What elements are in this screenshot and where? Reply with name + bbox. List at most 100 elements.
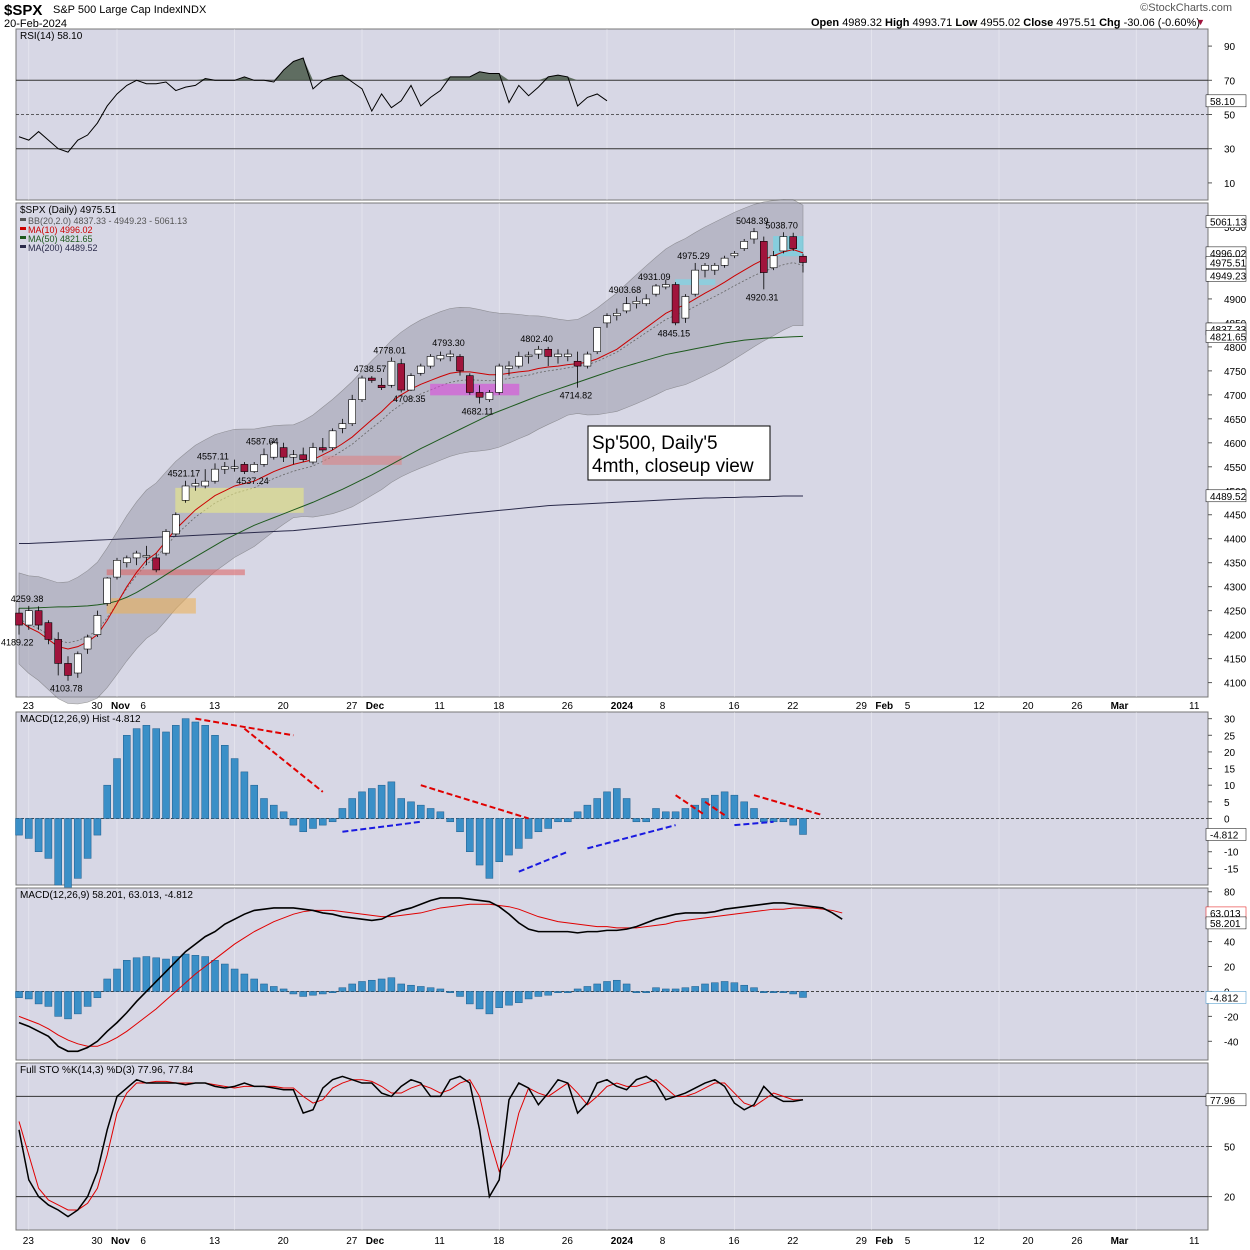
legend-swatch	[20, 218, 26, 221]
macd-hist-bar-small	[368, 979, 376, 992]
x-axis-label: Mar	[1111, 701, 1129, 712]
x-axis-label-bottom: 29	[856, 1236, 868, 1247]
candle-body	[367, 377, 376, 381]
macd-hist-bar-small	[221, 963, 229, 992]
annotation-line-2: 4mth, closeup view	[592, 456, 754, 477]
macd-hist-bar-small	[750, 987, 758, 992]
candle-body	[652, 285, 660, 295]
macd-hist-bar-small	[711, 982, 719, 992]
macd-hist-bar-small	[779, 991, 788, 993]
macd-hist-value-box	[1205, 991, 1247, 1004]
candle-body	[710, 265, 719, 271]
candle-body	[279, 447, 288, 458]
macd-hist-bar-small	[132, 957, 141, 992]
macd-hist-bar-small	[740, 984, 748, 992]
macd-hist-bar-small	[250, 978, 258, 992]
price-point-label: 4931.09	[638, 272, 671, 282]
macd-hist-axis-tick-label: 5	[1224, 798, 1230, 809]
macd-line	[18, 897, 843, 1053]
macd-hist-bar-small	[485, 991, 494, 1015]
candle-body	[358, 377, 366, 400]
macd-hist-bar-small	[544, 991, 552, 996]
candle-body	[554, 353, 562, 357]
macd-hist-bar	[750, 808, 758, 819]
macd-hist-bar-small	[681, 987, 690, 992]
candle-body	[514, 356, 523, 367]
candle-body	[377, 384, 386, 388]
annotation-line-1: Sp'500, Daily'5	[592, 433, 718, 454]
macd-hist-bar	[338, 808, 347, 819]
candle-body	[74, 653, 82, 674]
highlight-box	[106, 569, 245, 576]
price-axis-tick-label: 4650	[1224, 415, 1247, 426]
price-point-label: 4845.15	[658, 328, 691, 338]
macd-hist-bar	[407, 801, 415, 819]
legend-entry: MA(10) 4996.02	[28, 225, 93, 235]
stochastic-k-line	[18, 1075, 804, 1218]
macd-hist-bar-small	[515, 991, 523, 1003]
x-axis-label-bottom: Nov	[111, 1236, 130, 1247]
macd-hist-bar	[485, 818, 494, 879]
candle-body	[348, 399, 357, 424]
macd-hist-bar-small	[142, 956, 151, 992]
rsi-axis-tick-label: 50	[1224, 111, 1236, 122]
divergence-line-red	[195, 717, 294, 737]
macd-hist-bar	[554, 818, 562, 823]
macd-hist-bar	[54, 818, 62, 886]
candle-body	[789, 236, 798, 249]
x-axis-label-bottom: 27	[346, 1236, 358, 1247]
x-axis-label: 2024	[611, 701, 634, 712]
candle-body	[54, 639, 63, 664]
rsi-last-value-box	[1205, 94, 1247, 108]
macd-hist-bar	[652, 808, 660, 819]
price-axis-tick-label: 4300	[1224, 583, 1247, 594]
macd-hist-bar	[358, 791, 366, 819]
index-name: S&P 500 Large Cap Index	[53, 4, 181, 16]
macd-hist-axis-tick-label: 10	[1224, 781, 1236, 792]
macd-hist-bar	[632, 818, 641, 823]
macd-hist-bar	[573, 811, 582, 819]
macd-hist-bar	[760, 818, 768, 823]
macd-hist-bar-small	[309, 991, 317, 996]
macd-hist-axis-tick-label: 15	[1224, 765, 1236, 776]
divergence-line-blue	[734, 820, 774, 827]
x-axis-label-bottom: 2024	[611, 1236, 634, 1247]
macd-hist-bar	[475, 818, 484, 866]
macd-hist-bar-small	[93, 991, 102, 998]
macd-signal-value: 63.013	[1210, 909, 1241, 920]
macd-hist-bar	[593, 798, 601, 819]
x-axis-label: 30	[91, 701, 103, 712]
candle-body	[191, 483, 200, 487]
macd-hist-bar	[152, 728, 160, 819]
rsi-axis-tick-label: 30	[1224, 145, 1236, 156]
candle-body	[750, 231, 758, 240]
rsi-axis-tick-label: 10	[1224, 179, 1236, 190]
macd-hist-bar	[319, 818, 327, 826]
candle-body	[142, 555, 151, 558]
price-axis-tick-label: 4750	[1224, 367, 1247, 378]
candle-body	[573, 360, 582, 367]
x-axis-label: 20	[1022, 701, 1034, 712]
macd-hist-bar	[583, 804, 592, 819]
chg-value: -30.06 (-0.60%)	[1123, 17, 1200, 29]
x-axis-label: 5	[905, 701, 911, 712]
brand-watermark: ©StockCharts.com	[1140, 2, 1232, 14]
macd-hist-bar	[417, 804, 425, 819]
price-value-tag-box	[1205, 330, 1247, 343]
macd-hist-bar	[799, 818, 807, 835]
macd-hist-bar-small	[662, 988, 670, 992]
price-point-label: 4708.35	[393, 394, 426, 404]
rsi-axis-tick-label: 90	[1224, 42, 1236, 53]
rsi-line	[18, 57, 608, 153]
down-arrow-icon: ▼	[1196, 17, 1205, 27]
candle-body	[642, 298, 651, 305]
divergence-line-blue	[342, 820, 421, 833]
macd-hist-bar-small	[299, 991, 307, 997]
price-axis-tick-label: 4900	[1224, 295, 1247, 306]
macd-hist-bar-small	[270, 986, 278, 992]
price-point-label: 4557.11	[197, 451, 229, 461]
price-point-label: 4714.82	[560, 391, 593, 401]
candle-body	[338, 423, 347, 429]
macd-axis-tick-label: 40	[1224, 938, 1236, 949]
price-axis-tick-label: 4800	[1224, 343, 1247, 354]
